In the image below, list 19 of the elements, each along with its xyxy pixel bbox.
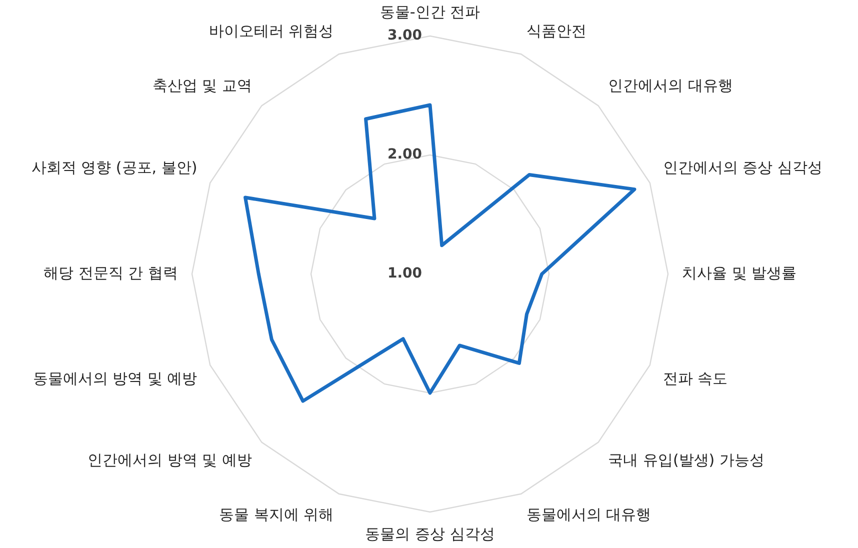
y-tick-label: 1.00 — [387, 266, 422, 282]
spoke-label: 동물-인간 전파 — [380, 2, 480, 21]
spoke-label: 해당 전문직 간 협력 — [44, 264, 178, 282]
spoke-label: 전파 속도 — [662, 369, 728, 388]
spoke-label: 인간에서의 방역 및 예방 — [87, 451, 252, 470]
y-tick-label: 2.00 — [387, 146, 422, 163]
spoke-label: 바이오테러 위험성 — [208, 22, 334, 40]
y-tick-label: 3.00 — [387, 28, 422, 44]
spoke-label: 식품안전 — [526, 22, 586, 40]
spoke-label: 국내 유입(발생) 가능성 — [608, 451, 764, 470]
spoke-label: 동물 복지에 위해 — [219, 506, 334, 524]
spoke-label: 사회적 영향 (공포, 불안) — [31, 158, 198, 176]
spoke-label: 인간에서의 증상 심각성 — [662, 158, 822, 176]
spoke-label: 인간에서의 대유행 — [608, 76, 733, 95]
spoke-label: 동물의 증상 심각성 — [365, 524, 495, 543]
spoke-label: 치사율 및 발생률 — [682, 264, 797, 282]
spoke-label: 축산업 및 교역 — [152, 76, 252, 95]
spoke-label: 동물에서의 방역 및 예방 — [32, 369, 198, 388]
spoke-label: 동물에서의 대유행 — [526, 506, 652, 524]
